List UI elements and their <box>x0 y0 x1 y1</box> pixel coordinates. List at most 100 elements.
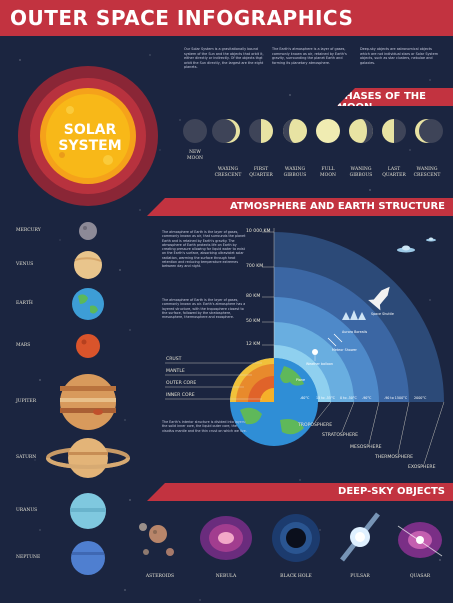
aurora-icon <box>342 310 366 320</box>
label-meteor: Meteor Shower <box>332 348 357 352</box>
atmosphere-text-3: The Earth's interior structure is divide… <box>162 420 247 433</box>
deep-sky-label-black-hole: BLACK HOLE <box>280 574 312 579</box>
atmosphere-leaders <box>314 401 445 465</box>
atmo-layer-mesosphere: MESOSPHERE <box>350 445 382 450</box>
space-shuttle-icon <box>368 286 390 311</box>
moon-label-first-quarter: FIRST QUARTER <box>244 167 278 179</box>
sun-label: SOLAR SYSTEM <box>50 122 130 154</box>
moon-label-new-2: MOON <box>187 156 203 161</box>
deep-sky-label-nebula: NEBULA <box>215 574 237 579</box>
deep-sky-label-quasar: QUASAR <box>409 574 431 579</box>
moon-label-last-quarter-1: LAST <box>387 167 401 172</box>
moon-label-waning-crescent-1: WANING <box>416 167 438 172</box>
moon-label-full-1: FULL <box>321 167 335 172</box>
planet-label-neptune: NEPTUNE <box>16 555 41 560</box>
planet-venus-shape <box>74 251 102 279</box>
intro-text-2: The Earth's atmosphere is a layer of gas… <box>272 47 347 65</box>
page-title: OUTER SPACE INFOGRAPHICS <box>10 6 354 30</box>
temp-5: -90 to 1500°C <box>384 396 408 400</box>
moon-label-waxing-crescent: WAXING CRESCENT <box>211 167 245 179</box>
black-hole-icon <box>272 514 320 562</box>
earth-layer-crust: CRUST <box>166 357 182 362</box>
earth-layer-outer-core: OUTER CORE <box>166 381 197 386</box>
moon-label-last-quarter: LAST QUARTER <box>377 167 411 179</box>
intro-text-1: Our Solar System is a gravitationally bo… <box>184 47 264 70</box>
moon-phases <box>183 119 443 143</box>
pulsar-icon <box>340 512 380 562</box>
moon-label-new-1: NEW <box>189 150 201 155</box>
earth-layer-mantle: MANTLE <box>166 369 185 374</box>
temp-4: -90°C <box>362 396 372 400</box>
moon-last-quarter-icon <box>382 119 406 143</box>
moon-label-full: FULL MOON <box>311 167 345 179</box>
moon-label-waxing-gibbous-2: GIBBOUS <box>283 173 307 178</box>
moon-label-waxing-gibbous-1: WAXING <box>284 167 306 172</box>
temp-1: -60°C <box>300 396 310 400</box>
altitude-label-2: 700 KM <box>246 264 264 269</box>
planet-uranus-shape <box>70 493 106 529</box>
moon-first-quarter-icon <box>249 119 273 143</box>
label-aurora: Aurora Borealis <box>342 330 368 334</box>
header-banner: OUTER SPACE INFOGRAPHICS <box>0 0 453 36</box>
moon-waxing-gibbous-icon <box>283 119 307 143</box>
atmosphere-text-2: The atmosphere of Earth is the layer of … <box>162 298 246 320</box>
section-deep-sky-title: DEEP-SKY OBJECTS <box>338 486 445 497</box>
label-balloon: Weather balloon <box>306 362 333 366</box>
planet-saturn-shape <box>46 438 130 478</box>
moon-waxing-crescent-icon <box>212 119 240 143</box>
altitude-label-3: 80 KM <box>246 294 261 299</box>
moon-full-icon <box>316 119 340 143</box>
asteroids-icon <box>139 523 174 556</box>
section-atmosphere-title: ATMOSPHERE AND EARTH STRUCTURE <box>229 201 445 212</box>
section-moon-banner: PHASES OF THE MOON <box>337 88 453 106</box>
temp-3: 0 to -50°C <box>340 396 357 400</box>
moon-label-waxing-crescent-1: WAXING <box>217 167 239 172</box>
altitude-label-4: 50 KM <box>246 319 261 324</box>
planet-label-earth: EARTH <box>16 301 33 306</box>
section-deep-sky-banner: DEEP-SKY OBJECTS <box>147 483 453 501</box>
atmo-layer-stratosphere: STRATOSPHERE <box>322 433 359 438</box>
planet-mercury-shape <box>79 222 97 240</box>
sun-illustration <box>18 66 158 206</box>
moon-label-waxing-crescent-2: CRESCENT <box>214 173 242 178</box>
sun-label-line2: SYSTEM <box>58 138 122 154</box>
moon-label-waning-crescent: WANING CRESCENT <box>410 167 444 179</box>
planet-earth-shape <box>72 288 104 320</box>
moon-label-waning-crescent-2: CRESCENT <box>413 173 441 178</box>
moon-label-full-2: MOON <box>320 173 336 178</box>
temp-6: 2000°C <box>414 396 427 400</box>
planet-label-uranus: URANUS <box>16 508 38 513</box>
sun-label-line1: SOLAR <box>63 122 117 138</box>
moon-label-first-quarter-2: QUARTER <box>249 173 273 178</box>
planet-label-mars: MARS <box>16 343 31 348</box>
temp-2: 15 to -55°C <box>316 396 335 400</box>
earth-cutaway <box>165 358 318 446</box>
meteor-icon <box>327 333 343 347</box>
earth-layer-inner-core: INNER CORE <box>166 393 195 398</box>
label-space-shuttle: Space Shuttle <box>371 312 394 316</box>
altitude-label-5: 12 KM <box>246 342 261 347</box>
planet-label-saturn: SATURN <box>16 455 37 460</box>
moon-label-new: NEW MOON <box>178 150 212 162</box>
moon-label-last-quarter-2: QUARTER <box>382 173 406 178</box>
weather-balloon-icon <box>312 349 318 361</box>
planet-neptune-shape <box>71 541 105 575</box>
atmo-layer-troposphere: TROPOSPHERE <box>298 423 333 428</box>
planet-label-jupiter: JUPITER <box>16 399 37 404</box>
planet-label-venus: VENUS <box>16 262 34 267</box>
atmo-layer-thermosphere: THERMOSPHERE <box>375 455 414 460</box>
nebula-icon <box>200 516 252 560</box>
intro-text-3: Deep-sky objects are astronomical object… <box>360 47 438 65</box>
planet-jupiter-shape <box>60 374 116 430</box>
section-moon-title: PHASES OF THE MOON <box>337 91 426 113</box>
atmo-layer-exosphere: EXOSPHERE <box>408 465 436 470</box>
section-atmosphere-banner: ATMOSPHERE AND EARTH STRUCTURE <box>147 198 453 216</box>
moon-waning-gibbous-icon <box>349 119 373 143</box>
altitude-label-1: 10 000 KM <box>246 229 271 234</box>
planet-mars-shape <box>76 334 100 358</box>
quasar-icon <box>397 522 443 558</box>
deep-sky-label-asteroids: ASTEROIDS <box>145 574 175 579</box>
moon-label-waning-gibbous: WANING GIBBOUS <box>344 167 378 179</box>
deep-sky-label-pulsar: PULSAR <box>350 574 370 579</box>
